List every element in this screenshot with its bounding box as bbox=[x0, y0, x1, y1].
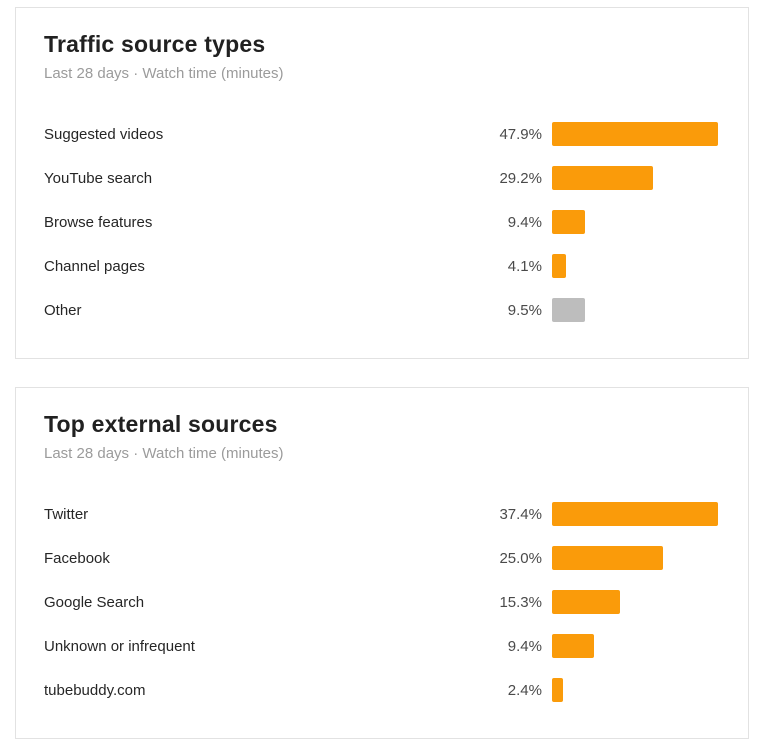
row-percent: 9.4% bbox=[507, 213, 542, 231]
row-label: Suggested videos bbox=[44, 125, 164, 143]
bar-row[interactable]: Other 9.5% bbox=[44, 288, 718, 332]
row-percent: 2.4% bbox=[507, 681, 542, 699]
bar bbox=[552, 502, 718, 526]
bar bbox=[552, 254, 567, 278]
bar-track bbox=[552, 634, 718, 658]
card-title: Traffic source types bbox=[44, 31, 266, 57]
row-percent: 15.3% bbox=[499, 593, 542, 611]
row-label: YouTube search bbox=[44, 169, 153, 187]
bar bbox=[552, 634, 594, 658]
card-subtitle: Last 28 days · Watch time (minutes) bbox=[44, 65, 284, 82]
bar-row[interactable]: Facebook 25.0% bbox=[44, 536, 718, 580]
row-label: Channel pages bbox=[44, 257, 145, 275]
bar bbox=[552, 546, 663, 570]
bar-track bbox=[552, 546, 718, 570]
bar bbox=[552, 590, 620, 614]
row-label: Twitter bbox=[44, 505, 89, 523]
bar-row[interactable]: YouTube search 29.2% bbox=[44, 156, 718, 200]
bar-row[interactable]: Suggested videos 47.9% bbox=[44, 112, 718, 156]
row-percent: 9.5% bbox=[507, 301, 542, 319]
bar-track bbox=[552, 254, 718, 278]
bar-chart-top-external-sources: Twitter 37.4% Facebook 25.0% Google Search 15… bbox=[44, 492, 718, 712]
row-percent: 4.1% bbox=[507, 257, 542, 275]
card-title: Top external sources bbox=[44, 411, 278, 437]
bar bbox=[552, 122, 718, 146]
bar-track bbox=[552, 122, 718, 146]
row-label: Unknown or infrequent bbox=[44, 637, 195, 655]
row-label: Google Search bbox=[44, 593, 145, 611]
bar-track bbox=[552, 678, 718, 702]
bar-row[interactable]: Channel pages 4.1% bbox=[44, 244, 718, 288]
row-label: Other bbox=[44, 301, 82, 319]
bar bbox=[552, 298, 585, 322]
row-percent: 25.0% bbox=[499, 549, 542, 567]
bar-track bbox=[552, 210, 718, 234]
bar bbox=[552, 210, 585, 234]
card-subtitle: Last 28 days · Watch time (minutes) bbox=[44, 445, 284, 462]
bar-track bbox=[552, 502, 718, 526]
row-percent: 37.4% bbox=[499, 505, 542, 523]
traffic-source-types-card: Traffic source types Last 28 days · Watc… bbox=[15, 7, 749, 359]
row-label: Browse features bbox=[44, 213, 153, 231]
row-label: tubebuddy.com bbox=[44, 681, 146, 699]
row-label: Facebook bbox=[44, 549, 110, 567]
bar-track bbox=[552, 590, 718, 614]
row-percent: 47.9% bbox=[499, 125, 542, 143]
bar-track bbox=[552, 298, 718, 322]
row-percent: 9.4% bbox=[507, 637, 542, 655]
bar-row[interactable]: Twitter 37.4% bbox=[44, 492, 718, 536]
bar-chart-traffic-source-types: Suggested videos 47.9% YouTube search 29.2%… bbox=[44, 112, 718, 332]
row-percent: 29.2% bbox=[499, 169, 542, 187]
bar bbox=[552, 166, 654, 190]
bar-row[interactable]: Google Search 15.3% bbox=[44, 580, 718, 624]
bar-row[interactable]: tubebuddy.com 2.4% bbox=[44, 668, 718, 712]
bar bbox=[552, 678, 563, 702]
bar-track bbox=[552, 166, 718, 190]
top-external-sources-card: Top external sources Last 28 days · Watc… bbox=[15, 387, 749, 739]
bar-row[interactable]: Unknown or infrequent 9.4% bbox=[44, 624, 718, 668]
bar-row[interactable]: Browse features 9.4% bbox=[44, 200, 718, 244]
